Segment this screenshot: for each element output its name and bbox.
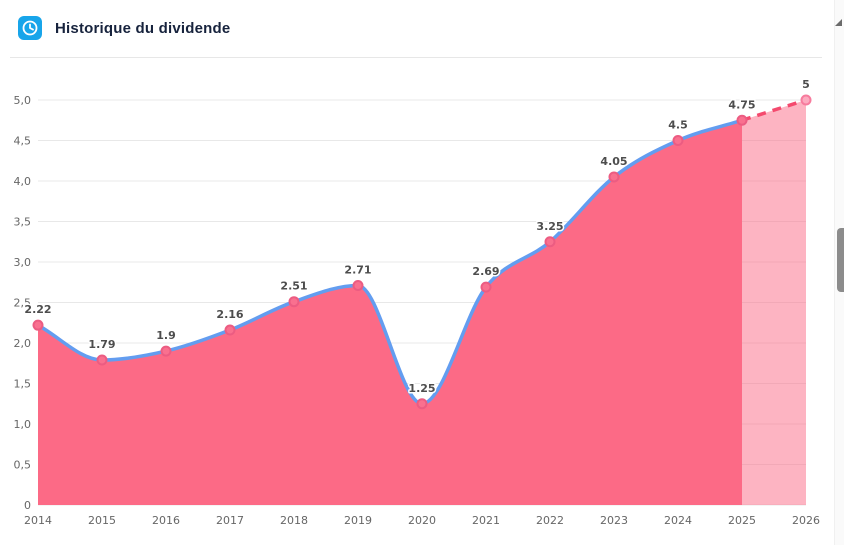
forecast-area-fill (742, 100, 806, 505)
x-tick-label: 2022 (536, 514, 564, 527)
x-tick-label: 2016 (152, 514, 180, 527)
header-divider (10, 57, 822, 58)
data-point (32, 319, 44, 331)
data-point (416, 398, 428, 410)
y-tick-label: 2,5 (14, 297, 32, 310)
y-tick-label: 2,0 (14, 337, 32, 350)
y-tick-label: 0,5 (14, 459, 32, 472)
x-tick-label: 2024 (664, 514, 692, 527)
scrollbar-track[interactable] (834, 0, 844, 545)
card-header: Historique du dividende (18, 16, 230, 40)
y-tick-label: 4,5 (14, 135, 32, 148)
y-tick-label: 1,5 (14, 378, 32, 391)
x-tick-label: 2021 (472, 514, 500, 527)
data-point-label: 5 (802, 78, 810, 91)
data-point (736, 114, 748, 126)
data-point-label: 4.75 (728, 98, 755, 111)
data-point (480, 281, 492, 293)
scroll-arrow-icon[interactable] (835, 19, 842, 26)
y-tick-label: 0 (24, 499, 31, 512)
area-fill (38, 120, 742, 505)
data-point-label: 2.71 (344, 263, 371, 276)
y-tick-label: 1,0 (14, 418, 32, 431)
data-point (224, 324, 236, 336)
x-tick-label: 2018 (280, 514, 308, 527)
data-point-label: 2.22 (24, 303, 51, 316)
forecast-dashed-line (741, 98, 807, 122)
data-point (608, 171, 620, 183)
data-point (160, 345, 172, 357)
data-point-label: 4.05 (600, 155, 627, 168)
x-tick-label: 2019 (344, 514, 372, 527)
data-point-label: 2.51 (280, 280, 307, 293)
y-tick-label: 4,0 (14, 175, 32, 188)
x-tick-label: 2017 (216, 514, 244, 527)
data-point-label: 1.79 (88, 338, 115, 351)
x-tick-label: 2014 (24, 514, 52, 527)
x-tick-label: 2023 (600, 514, 628, 527)
data-point (352, 279, 364, 291)
x-tick-label: 2026 (792, 514, 820, 527)
clock-icon (18, 16, 42, 40)
scrollbar-thumb[interactable] (837, 228, 844, 292)
data-point-label: 3.25 (536, 220, 563, 233)
data-point-label: 1.25 (408, 382, 435, 395)
x-tick-label: 2015 (88, 514, 116, 527)
data-point (96, 354, 108, 366)
dividend-chart: 0 0,5 1,0 1,5 2,0 2,5 3,0 3,5 4,0 4,5 5,0 2014 2015 2… (14, 77, 821, 528)
data-point-label: 2.16 (216, 308, 243, 321)
data-point (544, 236, 556, 248)
data-point (800, 94, 812, 106)
data-point-label: 2.69 (472, 265, 499, 278)
y-tick-label: 5,0 (14, 94, 32, 107)
data-point (288, 296, 300, 308)
x-tick-label: 2025 (728, 514, 756, 527)
data-point-label: 1.9 (156, 329, 176, 342)
y-tick-label: 3,0 (14, 256, 32, 269)
x-tick-label: 2020 (408, 514, 436, 527)
data-point-label: 4.5 (668, 119, 688, 132)
card-title: Historique du dividende (55, 19, 231, 37)
y-tick-label: 3,5 (14, 216, 32, 229)
data-point (672, 135, 684, 146)
